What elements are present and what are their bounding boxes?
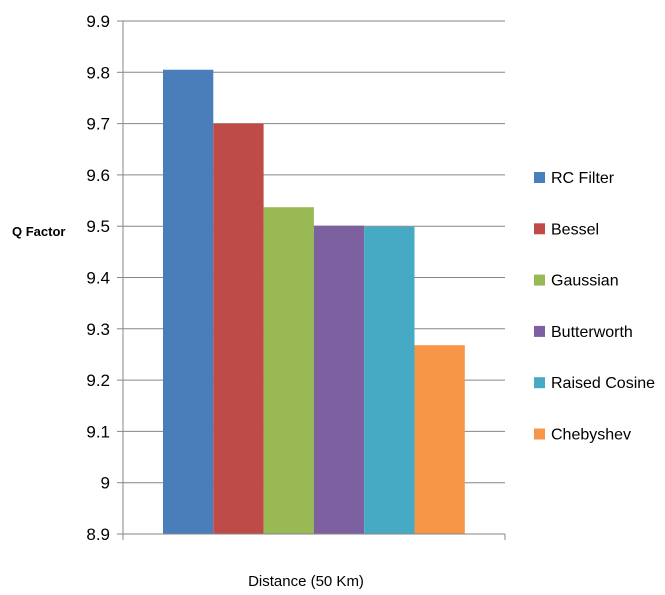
bar-chebyshev xyxy=(415,345,465,534)
legend-label: Raised Cosine xyxy=(551,375,655,392)
y-tick-label: 9.6 xyxy=(86,166,110,185)
y-tick-label: 9 xyxy=(101,474,110,493)
legend-swatch xyxy=(534,223,545,234)
y-tick-label: 9.9 xyxy=(86,12,110,31)
y-tick-labels: 8.9 9 9.1 9.2 9.3 9.4 9.5 9.6 9.7 9.8 9.9 xyxy=(86,12,123,544)
y-tick-label: 9.3 xyxy=(86,320,110,339)
legend-swatch xyxy=(534,429,545,440)
legend-swatch xyxy=(534,377,545,388)
legend-label: Butterworth xyxy=(551,324,633,341)
bar-bessel xyxy=(213,124,263,534)
y-tick-label: 9.1 xyxy=(86,422,110,441)
legend-label: Gaussian xyxy=(551,273,619,290)
bar-butterworth xyxy=(314,226,364,534)
legend-swatch xyxy=(534,172,545,183)
bar-gaussian xyxy=(264,207,314,534)
y-tick-label: 9.8 xyxy=(86,63,110,82)
legend-label: RC Filter xyxy=(551,170,615,187)
legend-label: Bessel xyxy=(551,221,599,238)
bar-rc-filter xyxy=(163,70,213,534)
y-tick-label: 9.4 xyxy=(86,269,110,288)
y-tick-label: 9.7 xyxy=(86,115,110,134)
bars xyxy=(163,70,465,534)
y-tick-label: 9.2 xyxy=(86,371,110,390)
y-tick-label: 8.9 xyxy=(86,525,110,544)
y-axis-label: Q Factor xyxy=(12,224,65,239)
legend-label: Chebyshev xyxy=(551,427,631,444)
x-axis-label: Distance (50 Km) xyxy=(248,573,364,590)
legend-swatch xyxy=(534,326,545,337)
legend-swatch xyxy=(534,275,545,286)
legend: RC Filter Bessel Gaussian Butterworth Raised… xyxy=(534,170,655,444)
bar-raised-cosine xyxy=(364,227,414,534)
y-tick-label: 9.5 xyxy=(86,217,110,236)
